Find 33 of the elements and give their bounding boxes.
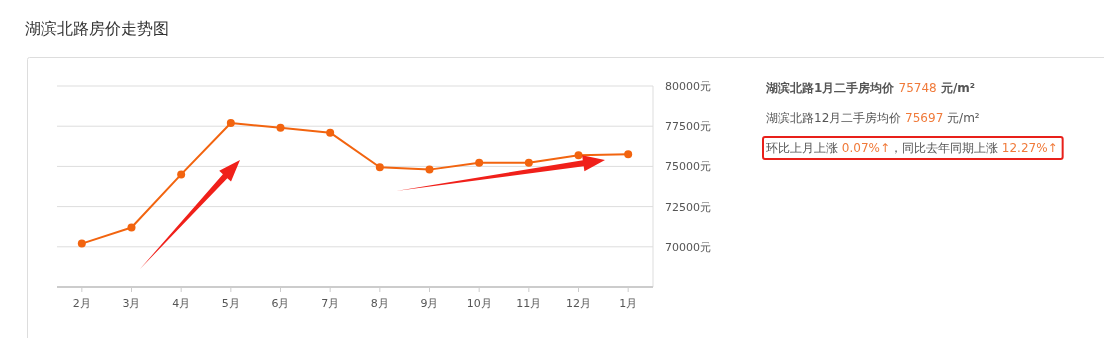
x-tick-label: 4月 [172,297,191,310]
x-tick-label: 1月 [619,297,638,310]
x-tick-label: 10月 [466,297,492,310]
y-tick-label: 75000元 [665,160,711,174]
text: 湖滨北路12月二手房均价 75697 元/m² [766,111,980,125]
x-tick-label: 2月 [72,297,91,310]
y-tick-label: 70000元 [665,240,711,254]
chart-title: 湖滨北路房价走势图 [25,19,169,38]
point [475,158,484,167]
point [276,123,285,132]
x-tick-label: 7月 [321,297,340,310]
text: 环比上月上涨 0.07%↑，同比去年同期上涨 12.27%↑ [766,141,1058,155]
point [226,118,235,127]
x-tick-label: 6月 [271,297,290,310]
y-tick-label: 77500元 [665,120,711,134]
y-tick-label: 72500元 [665,200,711,214]
x-tick-label: 11月 [516,297,542,310]
x-tick-label: 3月 [122,297,141,310]
point [77,239,86,248]
point [574,151,583,160]
x-tick-label: 5月 [221,297,240,310]
x-tick-label: 9月 [420,297,439,310]
x-tick-label: 8月 [370,297,389,310]
text: 湖滨北路1月二手房均价 75748 元/m² [765,81,976,95]
point [624,150,633,159]
point [375,163,384,172]
y-tick-label: 80000元 [665,80,711,93]
point [326,128,335,137]
point [524,158,533,167]
point [127,223,136,232]
x-tick-label: 12月 [566,297,591,310]
point [177,170,186,179]
point [425,165,434,174]
